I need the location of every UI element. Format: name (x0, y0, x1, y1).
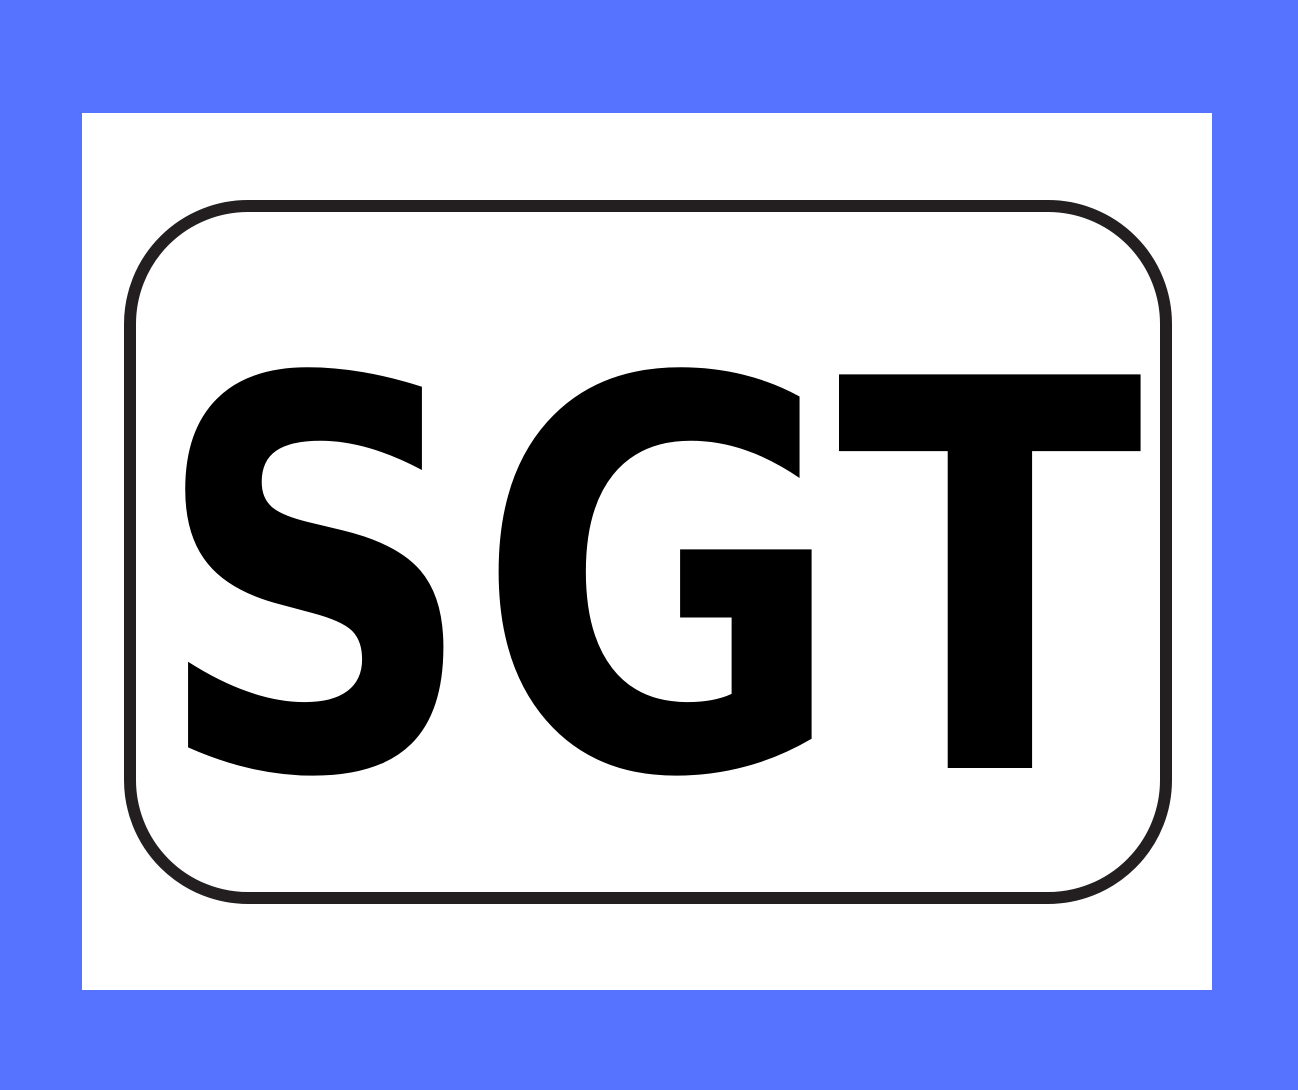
label-text-svg: SGT (153, 268, 1145, 896)
label-badge (124, 200, 1172, 904)
label-text: SGT (153, 268, 1145, 896)
